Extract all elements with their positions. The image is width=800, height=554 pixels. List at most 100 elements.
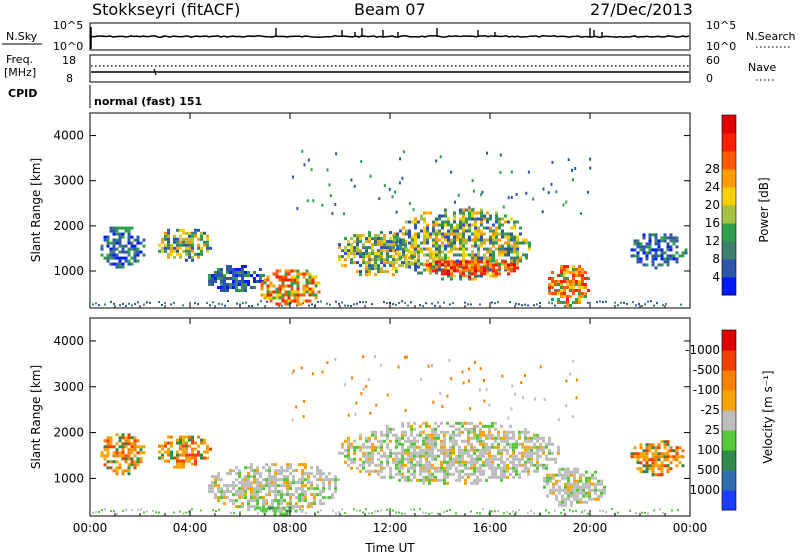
echo-cell — [203, 441, 206, 445]
echo-cell — [503, 469, 506, 473]
echo-cell — [112, 469, 116, 473]
echo-cell — [109, 241, 113, 245]
echo-cell — [560, 283, 563, 286]
echo-cell — [567, 476, 570, 480]
echo-cell — [139, 451, 143, 455]
echo-cell — [522, 238, 525, 242]
echo-cell — [242, 302, 244, 305]
echo-cell — [389, 475, 392, 479]
echo-cell — [545, 509, 547, 512]
echo-cell — [377, 234, 380, 238]
echo-cell — [98, 304, 100, 307]
echo-cell — [241, 286, 244, 289]
echo-cell — [262, 478, 265, 482]
echo-cell — [369, 411, 372, 415]
echo-cell — [241, 268, 244, 271]
echo-cell — [629, 509, 631, 512]
echo-cell — [536, 448, 539, 452]
echo-cell — [497, 436, 500, 440]
echo-cell — [362, 246, 365, 250]
echo-cell — [410, 442, 413, 446]
echo-cell — [446, 481, 449, 485]
echo-cell — [458, 478, 461, 482]
echo-cell — [121, 226, 125, 230]
echo-cell — [239, 511, 241, 514]
echo-cell — [573, 476, 576, 480]
echo-cell — [285, 512, 289, 516]
echo-cell — [407, 421, 410, 425]
echo-cell — [425, 469, 428, 473]
echo-cell — [182, 243, 185, 247]
echo-cell — [338, 451, 341, 455]
echo-cell — [434, 454, 437, 458]
echo-cell — [265, 469, 268, 473]
echo-cell — [651, 257, 655, 261]
echo-cell — [258, 506, 262, 510]
echo-cell — [455, 421, 458, 425]
echo-cell — [277, 499, 280, 503]
echo-cell — [432, 262, 435, 266]
echo-cell — [164, 231, 167, 235]
echo-cell — [290, 275, 294, 279]
echo-cell — [600, 488, 603, 492]
echo-cell — [575, 301, 578, 304]
echo-cell — [561, 503, 564, 507]
echo-cell — [293, 293, 297, 297]
echo-cell — [229, 484, 232, 488]
echo-cell — [127, 259, 131, 263]
echo-cell — [579, 497, 582, 501]
colorbar-tick-label: -500 — [693, 363, 720, 377]
echo-cell — [401, 460, 404, 464]
echo-cell — [425, 475, 428, 479]
echo-cell — [359, 234, 362, 238]
echo-cell — [167, 441, 170, 445]
echo-cell — [513, 241, 516, 245]
echo-cell — [410, 246, 413, 250]
echo-cell — [121, 433, 125, 437]
echo-cell — [398, 439, 401, 443]
echo-cell — [133, 460, 137, 464]
echo-cell — [235, 490, 238, 494]
echo-cell — [666, 458, 670, 462]
echo-cell — [509, 445, 512, 449]
echo-cell — [223, 493, 226, 497]
echo-cell — [408, 241, 411, 245]
echo-cell — [489, 214, 492, 218]
echo-cell — [513, 269, 516, 273]
echo-cell — [115, 466, 119, 470]
echo-cell — [470, 430, 473, 434]
echo-cell — [395, 210, 398, 214]
echo-cell — [467, 439, 470, 443]
echo-cell — [235, 271, 238, 274]
echo-cell — [277, 502, 280, 506]
echo-cell — [247, 502, 250, 506]
echo-cell — [259, 484, 262, 488]
echo-cell — [533, 512, 535, 515]
echo-cell — [365, 454, 368, 458]
echo-cell — [426, 235, 429, 239]
echo-cell — [277, 469, 280, 473]
echo-cell — [483, 232, 486, 236]
echo-cell — [480, 235, 483, 239]
echo-cell — [328, 496, 331, 500]
echo-cell — [440, 448, 443, 452]
echo-cell — [419, 508, 421, 511]
echo-cell — [197, 450, 200, 454]
echo-cell — [232, 502, 235, 506]
echo-cell — [617, 304, 619, 307]
echo-cell — [426, 265, 429, 269]
echo-cell — [663, 236, 667, 240]
echo-cell — [221, 303, 223, 306]
echo-cell — [383, 454, 386, 458]
echo-cell — [355, 401, 358, 405]
echo-cell — [462, 241, 465, 245]
echo-cell — [456, 238, 459, 242]
echo-cell — [417, 235, 420, 239]
echo-cell — [548, 292, 551, 295]
echo-cell — [368, 454, 371, 458]
echo-cell — [217, 499, 220, 503]
echo-cell — [518, 463, 521, 467]
echo-cell — [489, 253, 492, 257]
echo-cell — [291, 372, 294, 375]
echo-cell — [392, 264, 395, 268]
